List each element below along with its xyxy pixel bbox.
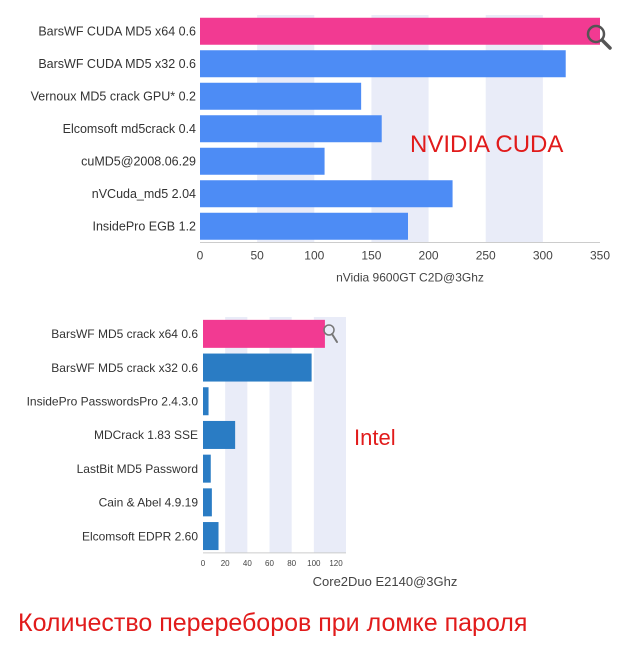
tick-label: 200 [419, 249, 439, 263]
category-label: nVCuda_md5 2.04 [92, 187, 196, 201]
tick-label: 100 [307, 559, 321, 568]
bar[interactable] [200, 50, 566, 78]
bar[interactable] [203, 522, 219, 551]
category-label: Elcomsoft md5crack 0.4 [63, 122, 196, 136]
tick-label: 250 [476, 249, 496, 263]
bar[interactable] [203, 454, 211, 483]
bar[interactable] [203, 353, 312, 382]
category-label: LastBit MD5 Password [77, 462, 198, 476]
bar[interactable] [200, 147, 325, 175]
tick-label: 60 [265, 559, 274, 568]
category-label: Cain & Abel 4.9.19 [99, 496, 199, 510]
tick-label: 100 [304, 249, 324, 263]
category-label: BarsWF MD5 crack x64 0.6 [51, 327, 198, 341]
tick-label: 120 [329, 559, 343, 568]
bar[interactable] [200, 115, 382, 143]
category-label: Vernoux MD5 crack GPU* 0.2 [31, 90, 196, 104]
category-label: BarsWF CUDA MD5 x64 0.6 [38, 25, 196, 39]
tick-label: 0 [201, 559, 206, 568]
x-axis-label: Core2Duo E2140@3Ghz [313, 574, 458, 589]
tick-label: 0 [197, 249, 204, 263]
category-label: InsidePro PasswordsPro 2.4.3.0 [27, 394, 199, 408]
tick-label: 300 [533, 249, 553, 263]
category-label: BarsWF CUDA MD5 x32 0.6 [38, 57, 196, 71]
tick-label: 150 [361, 249, 381, 263]
category-label: InsidePro EGB 1.2 [92, 220, 196, 234]
tick-label: 350 [590, 249, 610, 263]
magnifier-icon-small[interactable] [322, 322, 340, 346]
x-axis-label: nVidia 9600GT C2D@3Ghz [336, 271, 484, 285]
chart-nvidia-cuda: BarsWF CUDA MD5 x64 0.6 BarsWF CUDA MD5 x… [31, 15, 610, 285]
magnifier-icon[interactable] [584, 22, 614, 52]
grid-band [336, 317, 346, 553]
category-label: MDCrack 1.83 SSE [94, 428, 198, 442]
bar[interactable] [200, 180, 453, 208]
bar[interactable] [200, 212, 408, 240]
tick-label: 40 [243, 559, 252, 568]
tick-label: 50 [250, 249, 264, 263]
category-label: Elcomsoft EDPR 2.60 [82, 529, 198, 543]
bar[interactable] [203, 420, 236, 449]
bar[interactable] [200, 17, 600, 45]
tick-label: 80 [287, 559, 296, 568]
grid-band [269, 317, 292, 553]
category-label: cuMD5@2008.06.29 [81, 155, 196, 169]
annotation-intel: Intel [354, 425, 396, 450]
page-caption: Количество перереборов при ломке пароля [18, 609, 528, 637]
annotation-nvidia-cuda: NVIDIA CUDA [410, 131, 564, 158]
bar[interactable] [200, 82, 362, 110]
grid-band [313, 317, 336, 553]
bar[interactable] [203, 319, 325, 348]
bar[interactable] [203, 488, 212, 517]
category-label: BarsWF MD5 crack x32 0.6 [51, 361, 198, 375]
bar[interactable] [203, 387, 209, 416]
tick-label: 20 [221, 559, 230, 568]
